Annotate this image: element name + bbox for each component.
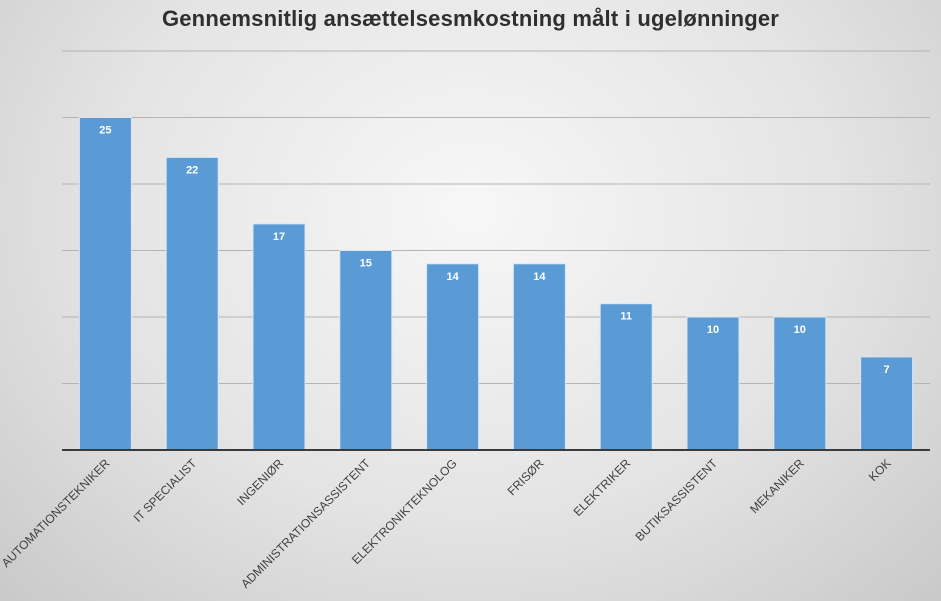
bar-kok bbox=[860, 356, 914, 451]
data-label: 15 bbox=[360, 258, 372, 270]
data-label: 10 bbox=[707, 324, 719, 336]
data-label: 17 bbox=[273, 231, 285, 243]
bar-ingeniør bbox=[252, 223, 306, 451]
data-label: 10 bbox=[794, 324, 806, 336]
bar-butiksassistent bbox=[686, 316, 740, 451]
category-label: BUTIKSASSISTENT bbox=[632, 456, 720, 544]
category-label: IT SPECIALIST bbox=[131, 456, 200, 525]
data-label: 14 bbox=[446, 271, 459, 283]
bar-elektronikteknolog bbox=[426, 263, 480, 451]
bar-it specialist bbox=[165, 156, 219, 451]
category-label: INGENIØR bbox=[234, 456, 286, 508]
data-label: 11 bbox=[620, 311, 632, 323]
category-label: ELEKTRIKER bbox=[571, 456, 634, 519]
chart-title: Gennemsnitlig ansættelsesmkostning målt … bbox=[161, 6, 780, 31]
bar-automationstekniker bbox=[78, 117, 132, 451]
data-label: 14 bbox=[533, 271, 546, 283]
data-label: 22 bbox=[186, 164, 198, 176]
category-label: AUTOMATIONSTEKNIKER bbox=[0, 456, 113, 570]
category-label: KOK bbox=[866, 456, 894, 484]
category-label: FRISØR bbox=[505, 456, 547, 498]
category-label: MEKANIKER bbox=[747, 456, 807, 516]
bar-elektriker bbox=[599, 303, 653, 451]
bar-administrationsassistent bbox=[339, 250, 393, 451]
data-label: 7 bbox=[884, 364, 890, 376]
bar-mekaniker bbox=[773, 316, 827, 451]
data-label: 25 bbox=[99, 125, 111, 137]
bar-frisør bbox=[512, 263, 566, 451]
